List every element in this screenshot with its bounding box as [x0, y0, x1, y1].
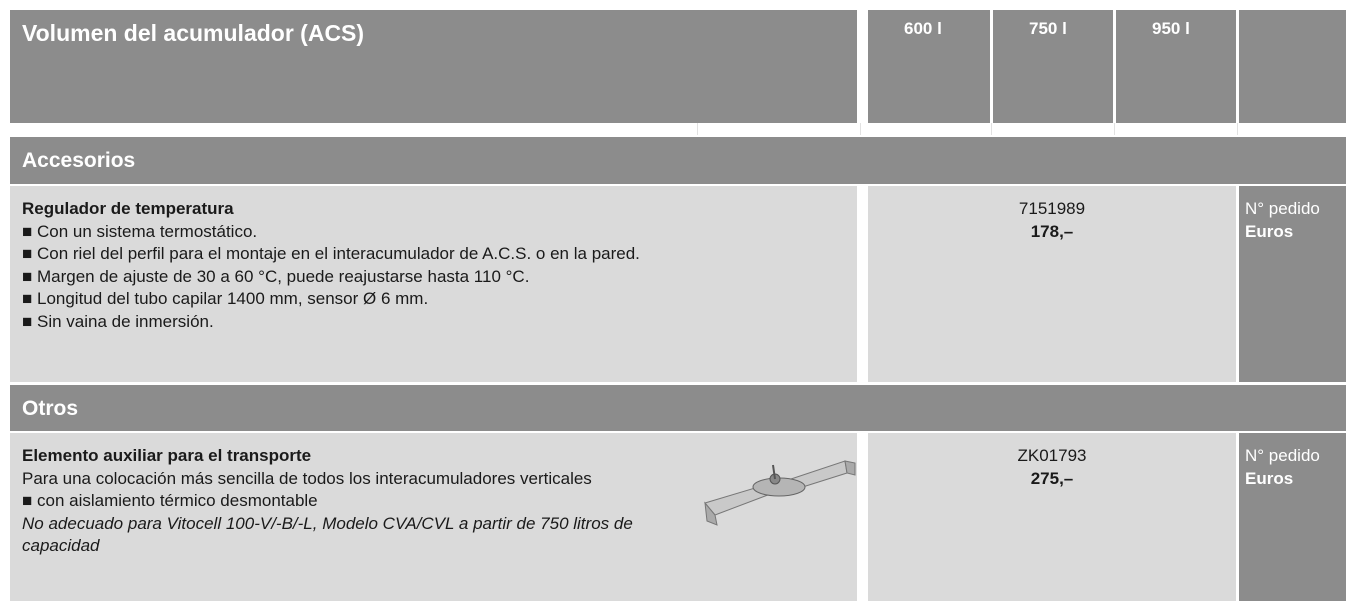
item-name: Elemento auxiliar para el transporte — [22, 446, 312, 465]
item-line: ■ Con riel del perfil para el montaje en… — [22, 244, 640, 264]
column-header: 600 l — [868, 10, 990, 123]
item-line: ■ Con un sistema termostático. — [22, 221, 258, 241]
header-cell — [1239, 10, 1346, 123]
item-note: No adecuado para Vitocell 100-V/-B/-L, M… — [22, 513, 633, 556]
price: 178,– — [1030, 221, 1074, 241]
order-label: N° pedido — [1245, 446, 1320, 465]
spacer — [1115, 123, 1238, 135]
order-number: 7151989 — [1018, 199, 1086, 218]
spacer — [992, 123, 1115, 135]
item-line: ■ Margen de ajuste de 30 a 60 °C, puede … — [22, 266, 530, 286]
item-line: ■ con aislamiento térmico desmontable — [22, 491, 318, 511]
price-label: Euros — [1245, 468, 1294, 488]
item-cell: Regulador de temperatura ■ Con un sistem… — [10, 186, 857, 382]
order-cell: ZK01793 275,– — [868, 433, 1236, 601]
spacer — [10, 123, 698, 135]
item-line: Para una colocación más sencilla de todo… — [22, 468, 592, 488]
label-cell: N° pedido Euros — [1239, 433, 1346, 601]
column-header: 950 l — [1116, 10, 1236, 123]
label-cell: N° pedido Euros — [1239, 186, 1346, 382]
item-name: Regulador de temperatura — [22, 199, 234, 218]
product-image — [704, 460, 856, 526]
order-number: ZK01793 — [1017, 446, 1087, 465]
section-title: Otros — [10, 385, 1346, 431]
item-cell: Elemento auxiliar para el transporte Par… — [10, 433, 857, 601]
price-label: Euros — [1245, 221, 1294, 241]
section-title: Accesorios — [10, 137, 1346, 184]
column-header: 750 l — [993, 10, 1113, 123]
item-line: ■ Longitud del tubo capilar 1400 mm, sen… — [22, 289, 429, 309]
order-label: N° pedido — [1245, 199, 1320, 218]
spacer — [698, 123, 861, 135]
order-cell: 7151989 178,– — [868, 186, 1236, 382]
item-line: ■ Sin vaina de inmersión. — [22, 311, 214, 331]
header-title: Volumen del acumulador (ACS) — [10, 10, 857, 123]
spacer — [861, 123, 992, 135]
price: 275,– — [1030, 468, 1074, 488]
